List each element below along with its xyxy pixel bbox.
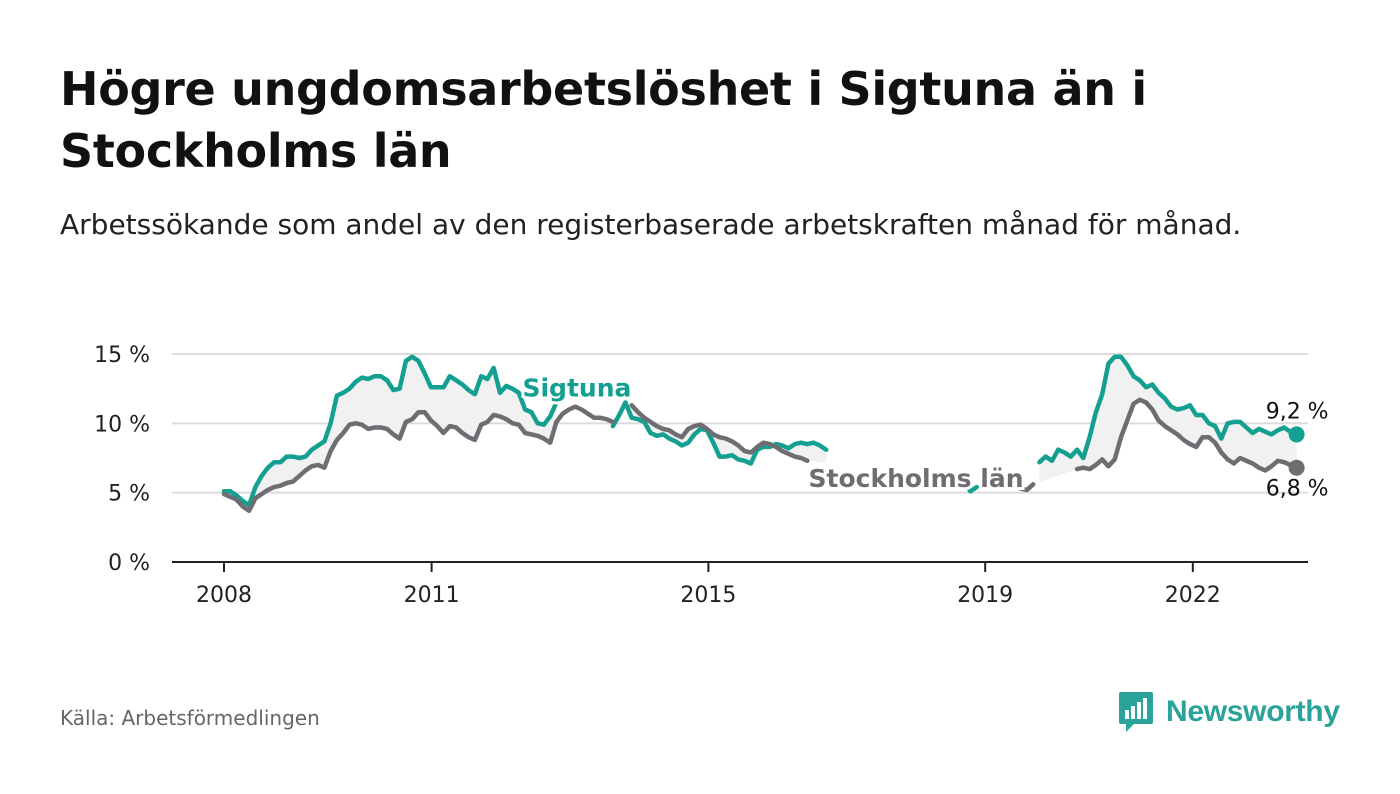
series-labels: Sigtuna Stockholms län 9,2 % 6,8 % xyxy=(519,371,1329,502)
series-fragment-1 xyxy=(905,482,917,490)
series-line-stockholm-2 xyxy=(1012,480,1036,493)
series-line-stockholm-3 xyxy=(1074,397,1299,473)
y-tick-label-0: 0 % xyxy=(108,551,150,576)
series-line-sigtuna-0 xyxy=(221,354,559,508)
y-tick-label-1: 5 % xyxy=(108,482,150,507)
series-line-stockholm-1 xyxy=(629,403,810,464)
y-tick-label-3: 15 % xyxy=(94,343,150,368)
series-label-sigtuna: Sigtuna xyxy=(522,374,631,403)
end-value-stockholm: 6,8 % xyxy=(1266,477,1329,502)
x-tick-label-2: 2015 xyxy=(680,583,736,608)
difference-area-2 xyxy=(1039,356,1297,483)
series-line-sigtuna-2 xyxy=(1037,354,1299,465)
x-tick-label-0: 2008 xyxy=(196,583,252,608)
end-value-sigtuna: 9,2 % xyxy=(1266,399,1329,424)
source-note: Källa: Arbetsförmedlingen xyxy=(60,706,320,730)
series-fragment-0 xyxy=(874,476,885,487)
series-label-stockholm: Stockholms län xyxy=(809,464,1024,493)
series-line-sigtuna-1 xyxy=(610,400,829,466)
series-fragment-2 xyxy=(961,479,979,494)
chart-subtitle: Arbetssökande som andel av den registerb… xyxy=(60,208,1242,241)
axes: 0 % 5 % 10 % 15 % 2008 2011 2015 2019 2022 xyxy=(94,343,1308,608)
end-marker-sigtuna xyxy=(1288,426,1305,443)
series-lines xyxy=(221,354,1305,513)
x-tick-label-4: 2022 xyxy=(1165,583,1221,608)
bar-chart-icon xyxy=(1119,692,1153,732)
x-tick-label-3: 2019 xyxy=(957,583,1013,608)
end-marker-stockholm xyxy=(1288,459,1305,476)
newsworthy-logo[interactable]: Newsworthy xyxy=(1118,690,1340,734)
chart-title: Högre ungdomsarbetslöshet i Sigtuna än i… xyxy=(60,62,1147,178)
series-line-stockholm-0 xyxy=(221,404,616,513)
logo-text: Newsworthy xyxy=(1166,695,1340,728)
x-tick-label-1: 2011 xyxy=(404,583,460,608)
y-tick-label-2: 10 % xyxy=(94,412,150,437)
